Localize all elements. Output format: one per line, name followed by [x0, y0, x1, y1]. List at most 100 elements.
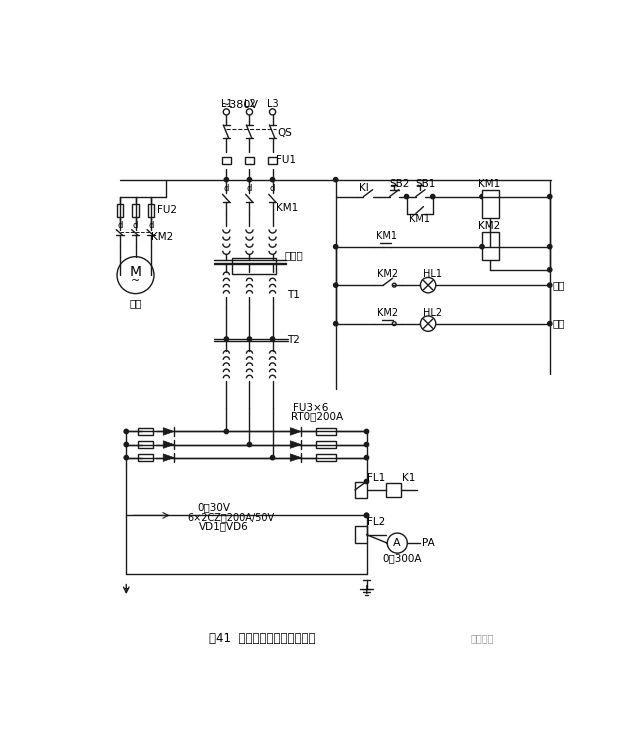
Circle shape — [548, 195, 552, 199]
Circle shape — [548, 321, 552, 326]
Circle shape — [364, 429, 369, 434]
Text: KM2: KM2 — [378, 308, 399, 318]
Circle shape — [271, 178, 275, 182]
Circle shape — [269, 109, 276, 115]
Text: d: d — [247, 184, 252, 193]
Circle shape — [224, 429, 228, 434]
Text: ~: ~ — [131, 276, 140, 286]
Circle shape — [124, 429, 129, 434]
Circle shape — [420, 278, 436, 293]
Circle shape — [431, 195, 435, 199]
Polygon shape — [163, 441, 174, 448]
Text: K1: K1 — [402, 474, 415, 483]
Circle shape — [480, 244, 484, 249]
Text: KM1: KM1 — [276, 204, 298, 213]
Text: KM2: KM2 — [151, 232, 173, 242]
Circle shape — [364, 514, 369, 517]
Text: d: d — [133, 221, 138, 230]
Text: T1: T1 — [287, 290, 300, 300]
Text: L2: L2 — [244, 99, 255, 109]
Bar — [355, 526, 367, 543]
Bar — [482, 232, 499, 260]
Circle shape — [333, 321, 338, 326]
Polygon shape — [163, 454, 174, 462]
Text: 调压器: 调压器 — [284, 250, 303, 260]
Circle shape — [246, 109, 253, 115]
Polygon shape — [163, 428, 174, 435]
Text: FU3×6: FU3×6 — [293, 403, 329, 414]
Circle shape — [420, 316, 436, 332]
Bar — [221, 157, 231, 164]
Circle shape — [392, 283, 396, 287]
Circle shape — [333, 283, 338, 287]
Text: L3: L3 — [267, 99, 278, 109]
Text: QS: QS — [277, 128, 292, 138]
Text: ~380V: ~380V — [220, 100, 259, 110]
Bar — [138, 428, 153, 435]
Text: d: d — [148, 221, 154, 230]
Circle shape — [247, 178, 252, 182]
Text: T2: T2 — [287, 334, 300, 345]
Text: FU2: FU2 — [157, 206, 177, 215]
Circle shape — [271, 337, 275, 341]
Text: SB1: SB1 — [416, 179, 436, 189]
Text: HL2: HL2 — [422, 308, 442, 318]
Circle shape — [364, 443, 369, 447]
Text: M: M — [129, 265, 141, 279]
Text: 停止: 停止 — [552, 319, 564, 329]
Bar — [355, 482, 367, 499]
Text: SB2: SB2 — [390, 179, 410, 189]
Bar — [316, 454, 337, 462]
Polygon shape — [291, 441, 301, 448]
Circle shape — [548, 268, 552, 272]
Circle shape — [247, 443, 252, 447]
Bar — [132, 204, 139, 217]
Text: FL2: FL2 — [367, 517, 385, 527]
Text: RT0－200A: RT0－200A — [291, 411, 343, 421]
Text: KI: KI — [359, 183, 369, 193]
Circle shape — [271, 456, 275, 460]
Text: 图41  利用硅整流器件电镀线路: 图41 利用硅整流器件电镀线路 — [209, 632, 316, 645]
Text: KM2: KM2 — [378, 269, 399, 280]
Bar — [138, 454, 153, 462]
Text: 运行: 运行 — [552, 280, 564, 290]
Text: KM1: KM1 — [409, 214, 430, 224]
Circle shape — [224, 178, 228, 182]
Circle shape — [124, 456, 129, 460]
Circle shape — [404, 195, 409, 199]
Circle shape — [387, 533, 407, 553]
Circle shape — [364, 480, 369, 484]
Circle shape — [364, 514, 369, 517]
Polygon shape — [291, 428, 301, 435]
Text: d: d — [223, 184, 229, 193]
Text: 0～30V: 0～30V — [197, 502, 230, 512]
Text: FU1: FU1 — [276, 155, 296, 164]
Text: L1: L1 — [221, 99, 232, 109]
Bar — [148, 204, 154, 217]
Bar — [232, 258, 276, 274]
Circle shape — [333, 178, 338, 182]
Circle shape — [333, 244, 338, 249]
Text: d: d — [270, 184, 275, 193]
Circle shape — [392, 322, 396, 326]
Circle shape — [548, 283, 552, 287]
Bar — [117, 204, 123, 217]
Text: KM1: KM1 — [478, 179, 500, 189]
Text: A: A — [393, 538, 401, 548]
Bar — [245, 157, 254, 164]
Text: KM2: KM2 — [478, 221, 500, 231]
Polygon shape — [291, 454, 301, 462]
Circle shape — [480, 195, 484, 199]
Circle shape — [364, 456, 369, 460]
Bar — [316, 441, 337, 448]
Bar — [138, 441, 153, 448]
Bar — [316, 428, 337, 435]
Bar — [386, 483, 401, 497]
Text: d: d — [117, 221, 123, 230]
Circle shape — [223, 109, 230, 115]
Text: 0～300A: 0～300A — [382, 554, 421, 563]
Text: PA: PA — [422, 538, 435, 548]
Circle shape — [548, 244, 552, 249]
Circle shape — [124, 443, 129, 447]
Circle shape — [247, 337, 252, 341]
